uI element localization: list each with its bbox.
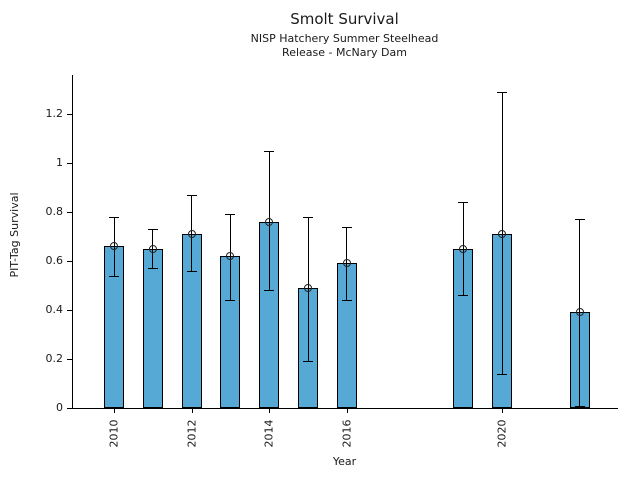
error-cap-upper-2020 (497, 91, 507, 93)
error-cap-lower-2012 (186, 270, 197, 272)
y-tick-0.2 (67, 359, 72, 360)
y-tick-label: 1 (56, 156, 63, 169)
y-tick-label: 1.2 (45, 107, 64, 120)
error-cap-upper-2016 (341, 226, 352, 228)
x-axis-label: Year (332, 455, 357, 468)
y-tick-0.8 (67, 212, 72, 213)
y-tick-label: 0.4 (45, 303, 64, 316)
chart-subtitle-line1: NISP Hatchery Summer Steelhead (250, 32, 439, 45)
error-cap-upper-2010 (109, 216, 119, 218)
point-marker-2022 (575, 308, 584, 317)
y-tick-1 (67, 163, 72, 164)
error-cap-upper-2015 (303, 216, 313, 218)
point-marker-2016 (342, 259, 351, 268)
error-cap-upper-2022 (574, 219, 585, 221)
x-tick-label: 2010 (107, 419, 121, 447)
point-marker-2012 (187, 230, 196, 239)
error-cap-lower-2013 (225, 300, 236, 302)
x-tick-label-box: 2014 (252, 415, 286, 451)
point-marker-2020 (498, 230, 506, 239)
point-marker-2014 (265, 217, 274, 226)
y-tick-0 (67, 408, 72, 409)
plot-area: 0 0.2 0.4 0.6 0.8 1 1.2 2010 2012 2014 2016 2020 (46, 75, 618, 447)
y-tick-0.6 (67, 261, 72, 262)
x-tick-2012 (191, 408, 193, 413)
chart-title: Smolt Survival (290, 10, 399, 28)
x-tick-2010 (114, 408, 115, 413)
x-tick-label: 2012 (185, 419, 199, 447)
error-cap-lower-2010 (109, 275, 119, 277)
error-cap-upper-2012 (186, 194, 197, 196)
error-cap-upper-2014 (264, 150, 275, 152)
point-marker-2010 (110, 242, 118, 251)
y-tick-1.2 (67, 114, 72, 115)
point-marker-2019 (459, 244, 468, 253)
y-tick-label: 0 (56, 401, 63, 414)
error-cap-upper-2013 (225, 214, 236, 216)
x-tick-2016 (346, 408, 348, 413)
error-cap-upper-2019 (458, 202, 469, 204)
error-cap-upper-2011 (147, 229, 158, 231)
bar-2011 (142, 248, 163, 408)
error-cap-lower-2016 (341, 300, 352, 302)
x-tick-label: 2014 (262, 419, 276, 447)
error-cap-lower-2014 (264, 290, 275, 292)
x-tick-label-box: 2012 (175, 415, 209, 451)
x-tick-label-box: 2016 (330, 415, 364, 451)
x-tick-2020 (502, 408, 503, 413)
y-tick-label: 0.8 (45, 205, 64, 218)
error-cap-lower-2022 (574, 405, 585, 407)
point-marker-2011 (148, 244, 157, 253)
x-tick-label: 2020 (495, 419, 509, 447)
y-tick-label: 0.6 (45, 254, 64, 267)
error-cap-lower-2019 (458, 295, 469, 297)
x-tick-label-box: 2020 (485, 415, 519, 451)
point-marker-2013 (226, 252, 235, 261)
x-tick-label: 2016 (340, 419, 354, 447)
error-cap-lower-2011 (147, 268, 158, 270)
chart-subtitle-line2: Release - McNary Dam (282, 46, 407, 59)
y-tick-label: 0.2 (45, 352, 64, 365)
point-marker-2015 (304, 283, 312, 292)
x-tick-label-box: 2010 (97, 415, 131, 451)
error-cap-lower-2020 (497, 373, 507, 375)
error-cap-lower-2015 (303, 361, 313, 363)
y-tick-0.4 (67, 310, 72, 311)
x-tick-2014 (269, 408, 271, 413)
